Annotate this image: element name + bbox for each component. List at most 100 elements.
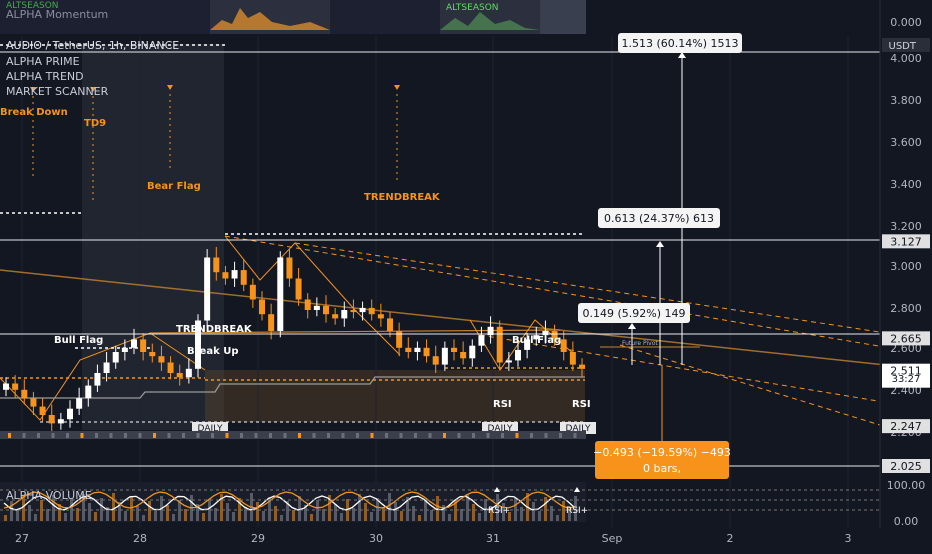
time-tick: 28 [133, 532, 147, 545]
candle-body [85, 385, 92, 399]
candle-body [149, 352, 156, 357]
candle-body [387, 318, 393, 331]
countdown: 33:27 [892, 374, 921, 385]
svg-text:0 bars,: 0 bars, [643, 462, 681, 475]
candle-body [21, 389, 28, 399]
price-badge [882, 419, 930, 434]
rsi-plus-label: RSI+ [488, 506, 510, 516]
signal-markers [30, 85, 400, 200]
candle-body [451, 347, 457, 352]
candle-body [423, 347, 430, 357]
candle-body [249, 284, 256, 300]
price-badge [882, 331, 930, 346]
candle-body [533, 335, 540, 340]
price-badge-label: 2.665 [890, 332, 922, 345]
candle-body [341, 310, 348, 319]
candle-body [332, 314, 339, 319]
candle-body [94, 373, 101, 386]
candle-body [222, 272, 229, 279]
candle-body [368, 307, 375, 315]
indicator-legend[interactable]: ALPHA PRIME [6, 55, 80, 68]
candle-body [259, 299, 265, 315]
price-badge [882, 459, 930, 473]
candle-body [213, 257, 220, 273]
volume-panel: ALPHA VOLUME RSI+ RSI+ [0, 482, 880, 522]
currency-label: USDT [889, 41, 917, 52]
currency-tag [882, 38, 930, 52]
trendlines [0, 44, 932, 426]
candle-body [131, 339, 137, 348]
volume-panel-label: ALPHA VOLUME [6, 489, 92, 502]
price-badge-label: 2.511 [890, 365, 922, 378]
candle-body [377, 314, 384, 319]
symbol-legend[interactable]: AUDIO / TetherUS, 1h, BINANCE [6, 39, 180, 52]
time-tick: 27 [15, 532, 29, 545]
candle-body [76, 398, 83, 409]
candle-body [103, 362, 110, 373]
bear-flag-label: Bear Flag [147, 181, 201, 192]
shade-zone [82, 44, 224, 430]
candle-body [240, 270, 247, 285]
candle-body [505, 360, 512, 363]
candle-body [579, 364, 585, 369]
candle-body [313, 305, 320, 310]
candle-body [478, 335, 485, 346]
break-down-label: Break Down [0, 107, 68, 118]
candle-body [441, 347, 448, 365]
candle-body [405, 347, 412, 352]
candle-body [560, 339, 567, 352]
rsi-plus-label: RSI+ [566, 506, 588, 516]
measure-label-low: 0.149 (5.92%) 149 [578, 303, 690, 323]
price-tick: 3.400 [890, 178, 922, 191]
bull-flag-right-label: Bull Flag [512, 335, 561, 346]
price-badge-label: 2.025 [890, 460, 922, 473]
time-tick: 29 [251, 532, 265, 545]
candle-body [432, 356, 439, 365]
candle-body [304, 299, 311, 310]
price-badge-label: 3.127 [890, 235, 922, 248]
candle-body [30, 398, 37, 407]
candle-body [140, 339, 147, 352]
candle-body [469, 345, 476, 359]
time-axis[interactable]: 27 28 29 30 31 Sep 2 3 [0, 528, 932, 550]
candle-body [515, 349, 521, 361]
time-tick: 2 [727, 532, 734, 545]
candle-body [195, 320, 201, 369]
trendbreak-top-label: TRENDBREAK [364, 192, 441, 203]
candle-body [323, 305, 329, 315]
time-tick: 31 [486, 532, 500, 545]
candle-body [12, 383, 19, 390]
candle-body [231, 270, 238, 279]
price-tick: 3.600 [890, 136, 922, 149]
price-tick: 3.000 [890, 260, 922, 273]
candle-body [185, 368, 192, 378]
candle-body [3, 383, 9, 390]
svg-text:DAILY: DAILY [488, 424, 513, 434]
price-tick: 3.200 [890, 220, 922, 233]
candle-body [542, 331, 549, 336]
indicator-legend[interactable]: ALPHA TREND [6, 70, 84, 83]
candle-body [496, 326, 503, 363]
candle-body [277, 257, 284, 331]
measure-label-top: 1.513 (60.14%) 1513 [618, 33, 742, 53]
candle-body [295, 278, 302, 300]
price-tick: 0.000 [890, 16, 922, 29]
svg-text:DAILY: DAILY [198, 424, 223, 434]
price-axis[interactable]: 0.000 4.000 3.800 3.600 3.400 3.200 3.000 2.800… [879, 0, 932, 550]
candle-body [414, 347, 421, 352]
candle-body [524, 339, 531, 350]
price-badge [882, 234, 930, 249]
candle-body [57, 419, 64, 424]
candle-body [158, 356, 165, 363]
momentum-label: ALPHA Momentum [6, 8, 108, 21]
price-tick: 2.800 [890, 302, 922, 315]
band-ticks [8, 433, 577, 438]
trendbreak-mid-label: TRENDBREAK [176, 324, 253, 335]
rsi-label: RSI [493, 399, 512, 410]
indicator-legend[interactable]: MARKET SCANNER [6, 85, 109, 98]
candle-body [460, 352, 467, 359]
demand-zone [205, 370, 585, 422]
altseason-badge: ALTSEASON [446, 3, 499, 13]
